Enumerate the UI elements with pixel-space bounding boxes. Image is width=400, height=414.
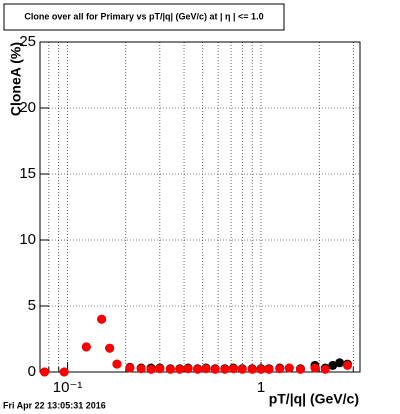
data-point [81, 342, 91, 352]
data-point [201, 364, 211, 374]
data-point [228, 364, 238, 374]
data-point [220, 364, 230, 374]
data-point [183, 364, 193, 374]
data-point [155, 364, 165, 374]
data-point [320, 364, 330, 374]
plot-frame [39, 41, 361, 373]
y-tick-label: 20 [19, 99, 36, 116]
data-point [342, 360, 352, 370]
data-point [237, 364, 247, 374]
data-point [193, 364, 203, 374]
data-point [328, 360, 338, 370]
y-tick-label: 15 [19, 165, 36, 182]
data-point [97, 314, 107, 324]
data-point [295, 364, 305, 374]
x-tick-label: 1 [257, 379, 265, 396]
data-point [284, 363, 294, 373]
data-point [256, 364, 266, 374]
y-axis-label: CloneA (%) [8, 42, 24, 116]
data-point [264, 364, 274, 374]
x-axis-label: pT/|q| (GeV/c) [269, 391, 359, 407]
timestamp: Fri Apr 22 13:05:31 2016 [3, 400, 106, 410]
data-point [125, 363, 135, 373]
y-tick-label: 10 [19, 231, 36, 248]
y-tick-label: 0 [28, 363, 36, 380]
data-point [165, 364, 175, 374]
x-tick-label: 10⁻¹ [53, 379, 83, 396]
data-point [335, 358, 345, 368]
data-point [175, 364, 185, 374]
data-point [247, 364, 257, 374]
data-point [40, 367, 50, 377]
data-point [146, 364, 156, 374]
y-tick-label: 5 [28, 297, 36, 314]
title-box [3, 3, 285, 31]
data-point [275, 364, 285, 374]
data-point [136, 364, 146, 374]
chart-title: Clone over all for Primary vs pT/|q| (Ge… [24, 11, 263, 21]
y-tick-label: 25 [19, 33, 36, 50]
data-point [112, 359, 122, 369]
data-point [59, 367, 69, 377]
data-point [105, 343, 115, 353]
data-point [310, 363, 320, 373]
data-point [210, 364, 220, 374]
